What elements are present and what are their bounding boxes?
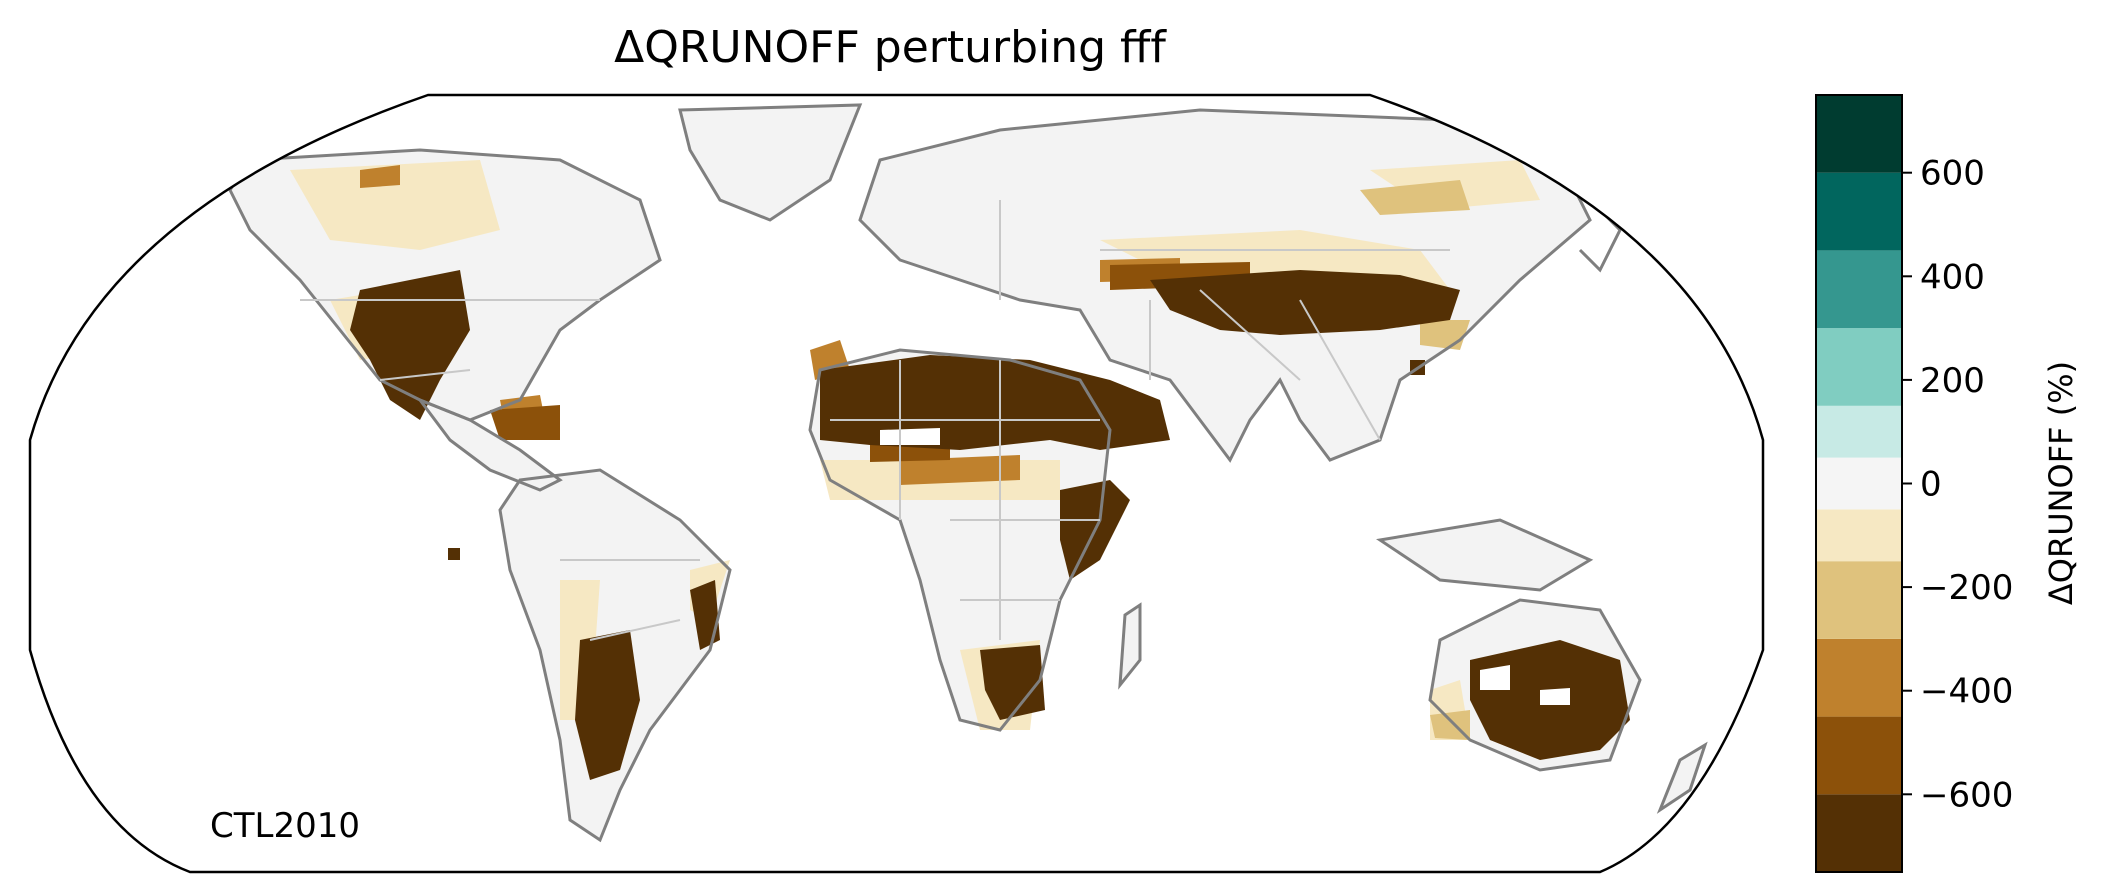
colorbar-swatch [1816, 95, 1902, 173]
colorbar-tick-label: 400 [1920, 257, 1985, 297]
colorbar-swatch [1816, 250, 1902, 329]
colorbar-tick-label: −200 [1920, 568, 2013, 608]
colorbar-tick-label: 600 [1920, 154, 1985, 194]
globe-outline [28, 93, 1765, 874]
colorbar-swatch [1816, 328, 1902, 406]
colorbar-ticks: −600 −400 −200 0 200 400 600 [1902, 154, 2013, 815]
colorbar: −600 −400 −200 0 200 400 600 ΔQRUNOFF (%) [1815, 94, 2080, 873]
country-borders [300, 200, 1450, 641]
colorbar-tick-label: −600 [1920, 775, 2013, 815]
colorbar-tick-label: 0 [1920, 465, 1942, 505]
colorbar-tick-label: 200 [1920, 361, 1985, 401]
colorbar-label: ΔQRUNOFF (%) [2042, 361, 2080, 605]
colorbar-swatch [1816, 561, 1902, 639]
colorbar-swatches [1816, 95, 1902, 872]
colorbar-swatch [1816, 172, 1902, 251]
map-title: ΔQRUNOFF perturbing fff [614, 22, 1166, 73]
colorbar-swatch [1816, 716, 1902, 795]
no-data-cells [880, 428, 1570, 705]
colorbar-swatch [1816, 794, 1902, 872]
colorbar-swatch [1816, 638, 1902, 717]
runoff-moderate-decrease [1360, 180, 1470, 740]
world-map [28, 93, 1765, 874]
colorbar-swatch [1816, 509, 1902, 562]
colorbar-swatch [1816, 457, 1902, 510]
colorbar-swatch [1816, 405, 1902, 458]
colorbar-tick-label: −400 [1920, 672, 2013, 712]
scenario-label: CTL2010 [210, 806, 360, 846]
